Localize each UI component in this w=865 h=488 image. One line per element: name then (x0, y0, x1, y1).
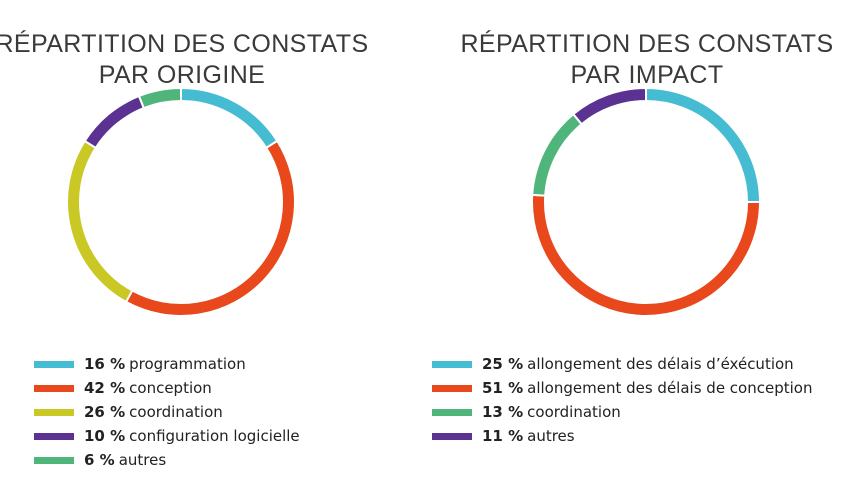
legend-value: 51 % (482, 379, 524, 397)
legend-value: 13 % (482, 403, 524, 421)
donut-chart-impact (531, 86, 762, 317)
legend-item-allongement-des-delais-d-execution: 25 % allongement des délais d’éxécution (432, 352, 812, 376)
legend-item-coordination: 26 % coordination (34, 400, 300, 424)
legend-label: programmation (129, 355, 246, 373)
donut-slice-conception (124, 139, 296, 317)
legend-value: 26 % (84, 403, 126, 421)
legend-label: coordination (527, 403, 621, 421)
legend-item-configuration-logicielle: 10 % configuration logicielle (34, 424, 300, 448)
legend-value: 42 % (84, 379, 126, 397)
chart-title-impact: RÉPARTITION DES CONSTATS PAR IMPACT (457, 29, 837, 91)
legend-value: 16 % (84, 355, 126, 373)
legend-item-coordination: 13 % coordination (432, 400, 812, 424)
legend-label: autres (527, 427, 575, 445)
donut-slice-autres (571, 86, 647, 126)
legend-item-autres: 6 % autres (34, 448, 300, 472)
legend-item-autres: 11 % autres (432, 424, 812, 448)
donut-slice-coordination (66, 139, 134, 304)
legend-label: configuration logicielle (129, 427, 300, 445)
legend-item-programmation: 16 % programmation (34, 352, 300, 376)
legend-value: 6 % (84, 451, 115, 469)
chart-title-line-2: PAR IMPACT (570, 60, 724, 89)
legend-swatch (432, 360, 472, 368)
legend-value: 10 % (84, 427, 126, 445)
legend-item-conception: 42 % conception (34, 376, 300, 400)
donut-slice-programmation (180, 86, 279, 150)
legend-swatch (34, 360, 74, 368)
chart-title-line-1: RÉPARTITION DES CONSTATS (460, 29, 834, 58)
legend-swatch (34, 408, 74, 416)
legend-label: coordination (129, 403, 223, 421)
legend-swatch (432, 408, 472, 416)
legend-label: conception (129, 379, 212, 397)
donut-slice-coordination (531, 112, 584, 197)
legend-label: allongement des délais d’éxécution (527, 355, 794, 373)
legend-label: autres (118, 451, 167, 469)
legend-item-allongement-des-delais-de-conception: 51 % allongement des délais de conception (432, 376, 812, 400)
legend-impact: 25 % allongement des délais d’éxécution 51… (432, 352, 812, 448)
donut-slice-allongement-des-delais-d-execution (645, 86, 762, 203)
legend-swatch (432, 432, 472, 440)
chart-title-origine: RÉPARTITION DES CONSTATS PAR ORIGINE (0, 29, 372, 91)
chart-title-line-1: RÉPARTITION DES CONSTATS (0, 29, 369, 58)
donut-chart-origine (66, 86, 296, 317)
legend-swatch (34, 384, 74, 392)
legend-swatch (432, 384, 472, 392)
donut-slice-allongement-des-delais-de-conception (531, 193, 762, 317)
legend-swatch (34, 456, 74, 464)
donut-slice-configuration-logicielle (83, 94, 146, 150)
donut-slice-autres (137, 86, 182, 110)
legend-label: allongement des délais de conception (527, 379, 813, 397)
legend-value: 25 % (482, 355, 524, 373)
chart-title-line-2: PAR ORIGINE (98, 60, 266, 89)
legend-origine: 16 % programmation 42 % conception 26 % coord… (34, 352, 300, 472)
legend-swatch (34, 432, 74, 440)
legend-value: 11 % (482, 427, 524, 445)
